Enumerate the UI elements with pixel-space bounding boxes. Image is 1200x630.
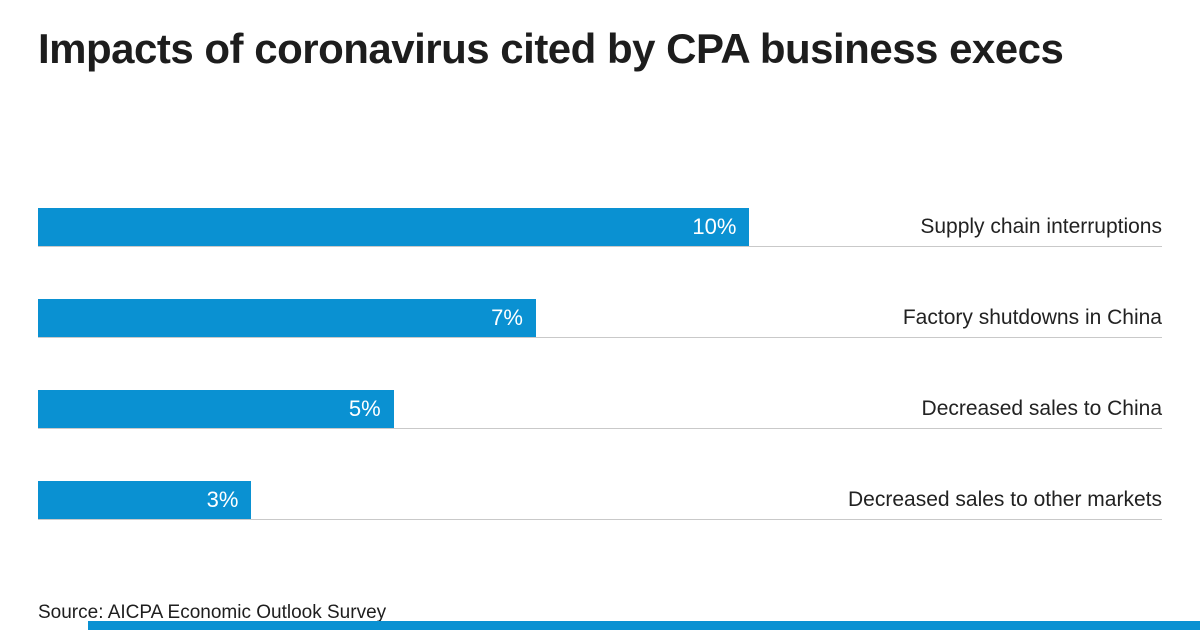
bar: 7% — [38, 299, 536, 337]
bar-row: 5% Decreased sales to China — [38, 390, 1162, 429]
bar: 10% — [38, 208, 750, 246]
accent-strip — [88, 621, 1200, 630]
bar: 3% — [38, 481, 252, 519]
bar-value-label: 7% — [491, 305, 523, 330]
bar-category-label: Factory shutdowns in China — [902, 306, 1162, 329]
bar-category-label: Supply chain interruptions — [920, 215, 1162, 238]
bar-value-label: 10% — [692, 214, 737, 239]
bar-value-label: 3% — [206, 487, 239, 512]
bar-category-label: Decreased sales to China — [921, 397, 1162, 420]
bar-row: 10% Supply chain interruptions — [38, 208, 1162, 247]
bar-chart: 10% Supply chain interruptions 7% Factor… — [38, 208, 1162, 520]
bar-row: 7% Factory shutdowns in China — [38, 299, 1162, 338]
bar: 5% — [38, 390, 394, 428]
chart-title: Impacts of coronavirus cited by CPA busi… — [38, 25, 1064, 72]
bar-category-label: Decreased sales to other markets — [848, 488, 1162, 511]
source-note: Source: AICPA Economic Outlook Survey — [38, 602, 387, 623]
bar-row: 3% Decreased sales to other markets — [38, 481, 1162, 520]
bar-value-label: 5% — [348, 396, 381, 421]
